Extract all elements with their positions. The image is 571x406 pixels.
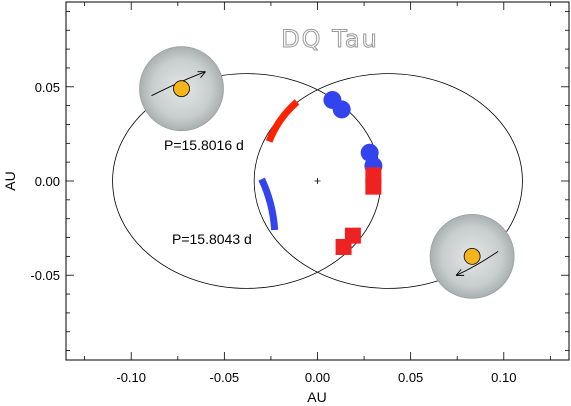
y-tick-label: 0.05 — [35, 80, 60, 95]
x-tick-label: -0.10 — [116, 370, 146, 385]
data-point-circle — [332, 100, 351, 119]
y-tick-label: 0.00 — [35, 174, 60, 189]
data-point-square — [335, 238, 352, 255]
y-tick-label: -0.05 — [30, 268, 60, 283]
chart-title: DQ Tau — [281, 25, 379, 53]
arcs-layer — [258, 99, 300, 231]
orbit-direction-arrow — [455, 250, 499, 276]
x-tick-label: -0.05 — [210, 370, 240, 385]
period-arc-red — [265, 99, 300, 143]
points-layer — [323, 90, 383, 255]
x-tick-label: 0.00 — [305, 370, 330, 385]
star-icon — [173, 80, 190, 98]
x-tick-label: 0.10 — [491, 370, 516, 385]
inset-bottom-right — [429, 213, 515, 299]
arrow-head — [197, 71, 206, 78]
arrow-head — [455, 269, 465, 276]
ticks-layer: -0.10 -0.05 0.00 0.05 0.10 -0.05 0.00 0.05 — [30, 2, 569, 385]
orbit-ellipse-2 — [253, 73, 523, 289]
data-point-square — [365, 178, 382, 195]
center-marker — [314, 178, 321, 184]
period-arc-blue — [258, 177, 279, 231]
arc-label-red: P=15.8016 d — [164, 137, 244, 153]
star-icon — [463, 247, 481, 265]
y-axis-title: AU — [2, 171, 18, 190]
insets-layer — [139, 46, 515, 299]
inset-top-left — [139, 46, 224, 132]
arc-label-blue: P=15.8043 d — [172, 231, 252, 247]
x-axis-title: AU — [307, 389, 326, 405]
x-tick-label: 0.05 — [398, 370, 423, 385]
